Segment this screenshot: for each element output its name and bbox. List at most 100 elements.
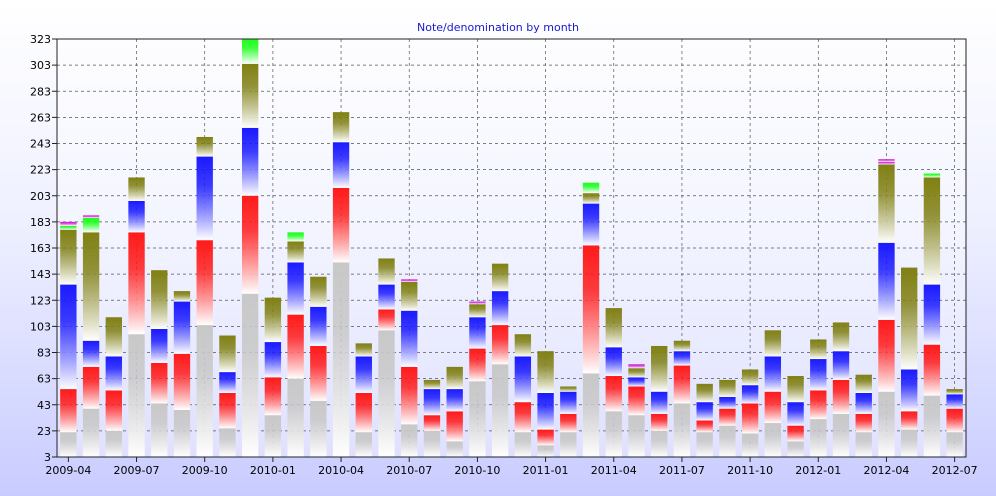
bar-segment-olive	[651, 345, 668, 392]
plot-area	[57, 39, 966, 457]
bar-segment-green	[582, 182, 600, 194]
bar-segment-blue	[264, 342, 282, 378]
y-tick-label: 283	[30, 85, 51, 98]
y-tick-label: 223	[30, 164, 51, 177]
bar-segment-blue	[764, 356, 782, 392]
bar-stack-2012-01	[810, 339, 827, 457]
bar-segment-olive	[469, 304, 486, 318]
bar-segment-red	[787, 425, 804, 442]
bar-segment-red	[378, 309, 395, 331]
bar-segment-gray	[628, 415, 645, 457]
bar-segment-olive	[787, 376, 804, 403]
bar-segment-gray	[810, 419, 827, 457]
bar-segment-red	[151, 362, 168, 404]
bar-segment-olive	[287, 241, 304, 263]
bar-stack-2010-09	[446, 366, 463, 457]
bar-segment-gray	[469, 381, 486, 457]
x-tick-label: 2009-04	[45, 464, 91, 477]
bar-segment-blue	[855, 392, 872, 414]
bar-segment-blue	[628, 377, 645, 387]
bar-segment-gray	[787, 441, 804, 457]
bar-segment-gray	[537, 445, 554, 457]
bar-segment-red	[469, 348, 486, 382]
y-tick-label: 63	[37, 373, 51, 386]
bar-stack-2011-10	[741, 369, 759, 457]
bar-segment-magenta	[60, 221, 77, 226]
bar-stack-2011-05	[628, 364, 645, 457]
bar-segment-gray	[423, 430, 441, 457]
bar-stack-2009-09	[173, 291, 191, 457]
bar-stack-2009-06	[105, 317, 122, 457]
bar-segment-gray	[173, 409, 191, 457]
y-tick-label: 43	[37, 399, 51, 412]
bar-segment-gray	[401, 424, 418, 457]
bar-segment-magenta	[82, 215, 100, 218]
bar-segment-red	[764, 391, 782, 424]
y-tick-label: 323	[30, 33, 51, 46]
bar-stack-2010-08	[423, 379, 441, 457]
x-tick-label: 2012-07	[932, 464, 978, 477]
bar-segment-green	[60, 225, 77, 230]
bar-segment-red	[82, 366, 100, 409]
bar-segment-gray	[60, 432, 77, 457]
bar-stack-2010-01	[264, 297, 282, 457]
bar-segment-blue	[378, 284, 395, 310]
bar-segment-olive	[537, 351, 554, 393]
bar-segment-blue	[241, 127, 259, 196]
bar-segment-green	[923, 173, 941, 178]
bar-segment-red	[264, 377, 282, 416]
bar-segment-olive	[151, 270, 168, 329]
bar-segment-olive	[128, 177, 145, 201]
bar-segment-blue	[719, 396, 736, 409]
y-tick-label: 203	[30, 190, 51, 203]
bar-segment-blue	[878, 242, 895, 320]
y-tick-label: 183	[30, 216, 51, 229]
bar-stack-2012-03	[855, 374, 872, 457]
bar-segment-olive	[401, 281, 418, 311]
bar-segment-gray	[491, 364, 509, 457]
bar-stack-2010-07	[401, 279, 418, 457]
bar-segment-blue	[560, 391, 577, 414]
bar-segment-gray	[196, 325, 213, 457]
bar-segment-olive	[446, 366, 463, 390]
bar-segment-magenta	[469, 301, 486, 305]
bar-segment-olive	[764, 330, 782, 357]
bar-segment-olive	[946, 389, 963, 395]
bar-segment-gray	[696, 432, 713, 457]
bar-segment-red	[446, 411, 463, 442]
bar-segment-blue	[832, 351, 850, 380]
bar-segment-magenta	[878, 161, 895, 165]
bar-stack-2011-12	[787, 376, 804, 457]
bar-segment-olive	[332, 112, 350, 143]
bar-stack-2009-10	[196, 136, 213, 457]
bar-segment-blue	[423, 389, 441, 416]
bar-segment-magenta	[878, 159, 895, 162]
bar-stack-2011-02	[560, 386, 577, 457]
bar-stack-2011-03	[582, 182, 600, 457]
bar-segment-olive	[878, 164, 895, 243]
bar-stack-2012-02	[832, 322, 850, 457]
bar-segment-blue	[582, 203, 600, 246]
bar-segment-magenta	[628, 364, 645, 369]
bar-segment-gray	[310, 400, 327, 457]
bar-segment-blue	[696, 402, 713, 421]
bar-segment-blue	[196, 156, 213, 241]
bar-segment-gray	[878, 391, 895, 457]
bar-segment-olive	[832, 322, 850, 352]
bar-segment-red	[651, 413, 668, 431]
bar-stack-2010-10	[469, 301, 486, 457]
bar-segment-gray	[855, 432, 872, 457]
bar-segment-red	[105, 390, 122, 431]
bar-segment-olive	[514, 334, 532, 357]
bar-stack-2010-12	[514, 334, 532, 457]
x-tick-label: 2012-01	[795, 464, 841, 477]
bar-segment-blue	[82, 340, 100, 367]
bar-segment-red	[514, 402, 532, 433]
bar-stack-2011-06	[651, 345, 668, 457]
bar-segment-gray	[719, 425, 736, 457]
bar-segment-blue	[128, 200, 145, 233]
bar-segment-olive	[82, 232, 100, 341]
y-tick-label: 243	[30, 138, 51, 151]
bar-segment-magenta	[401, 279, 418, 282]
bar-segment-red	[287, 314, 304, 379]
